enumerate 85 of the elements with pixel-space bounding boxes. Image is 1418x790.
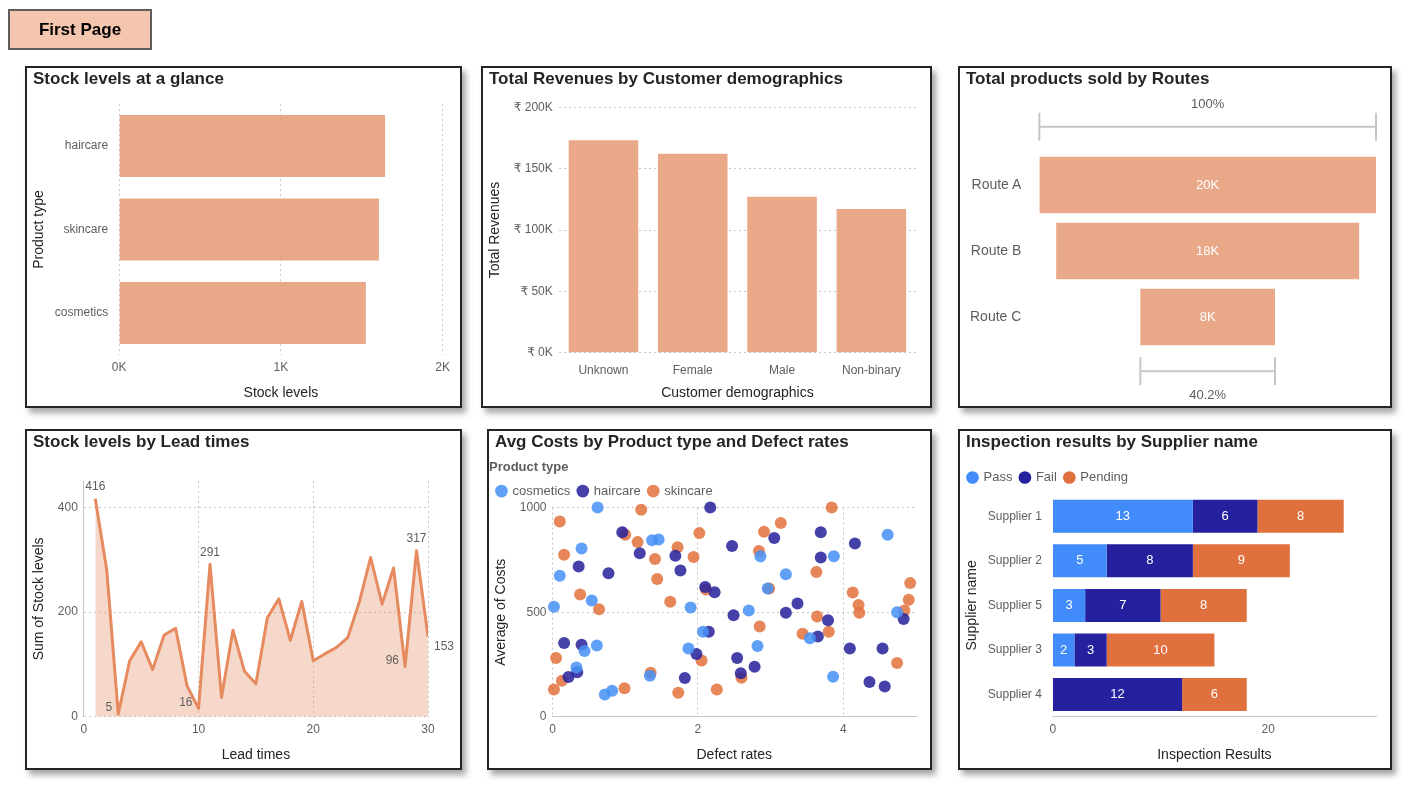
data-label: 10 — [1153, 641, 1168, 657]
x-tick-label: Male — [769, 363, 796, 378]
y-tick-label: Supplier 4 — [987, 686, 1043, 701]
text: First Page — [8, 9, 152, 50]
data-label: 20K — [1196, 176, 1220, 192]
y-tick-label: ₹ 200K — [513, 99, 553, 114]
y-axis-title: Supplier name — [963, 560, 980, 651]
data-label: 8 — [1296, 507, 1305, 523]
data-label: 3 — [1065, 596, 1073, 612]
chart-title: Inspection results by Supplier name — [965, 431, 1259, 453]
data-label: 9 — [1237, 552, 1245, 568]
y-tick-label: 0 — [71, 709, 79, 724]
data-label: 5 — [105, 700, 113, 715]
data-label: 16 — [179, 694, 193, 709]
y-tick-label: ₹ 50K — [520, 283, 553, 298]
x-axis-title: Stock levels — [243, 384, 319, 401]
y-axis-title: Sum of Stock levels — [30, 537, 47, 661]
y-tick-label: haircare — [64, 138, 109, 153]
category-label: Route A — [971, 175, 1023, 192]
x-axis-title: Defect rates — [696, 746, 772, 763]
y-tick-label: ₹ 100K — [513, 222, 553, 237]
text: 100% — [1191, 96, 1225, 112]
chart-title: Stock levels at a glance — [32, 68, 225, 90]
x-tick-label: 0 — [1049, 722, 1057, 737]
x-tick-label: 1K — [273, 360, 289, 375]
y-tick-label: ₹ 150K — [513, 160, 553, 175]
text: 40.2% — [1189, 386, 1227, 402]
y-tick-label: 200 — [57, 604, 79, 619]
y-tick-label: 1000 — [519, 499, 547, 514]
x-tick-label: Unknown — [578, 363, 629, 378]
data-label: 3 — [1086, 641, 1095, 657]
y-tick-label: 500 — [526, 604, 547, 619]
legend-label: Pending — [1080, 469, 1129, 485]
data-label: 416 — [85, 479, 106, 494]
text: Total products sold by Routes — [965, 68, 1211, 90]
y-axis-title: Product type — [30, 189, 47, 269]
data-label: 291 — [200, 544, 221, 559]
category-label: Route C — [970, 307, 1022, 324]
data-label: 153 — [434, 638, 455, 653]
y-tick-label: ₹ 0K — [527, 345, 553, 360]
y-axis-title: Average of Costs — [492, 558, 509, 666]
data-label: 18K — [1196, 242, 1220, 258]
legend-label: skincare — [664, 482, 713, 498]
y-tick-label: Supplier 3 — [987, 642, 1043, 657]
y-tick-label: cosmetics — [54, 305, 109, 320]
y-axis-title: Total Revenues — [486, 181, 503, 279]
x-tick-label: Female — [672, 363, 714, 378]
data-label: 8 — [1146, 552, 1154, 568]
x-tick-label: 10 — [191, 722, 206, 737]
x-tick-label: 4 — [839, 722, 847, 737]
data-label: 6 — [1221, 507, 1229, 523]
legend-title: Product type — [489, 459, 569, 475]
x-axis-title: Inspection Results — [1157, 746, 1272, 763]
y-tick-label: Supplier 1 — [987, 508, 1043, 523]
x-tick-label: 2K — [435, 360, 450, 375]
data-label: 2 — [1059, 641, 1068, 657]
x-tick-label: 0K — [111, 360, 127, 375]
data-label: 7 — [1119, 596, 1127, 612]
chart-title: Total Revenues by Customer demographics — [488, 68, 844, 90]
data-label: 8K — [1199, 308, 1216, 324]
legend-label: haircare — [593, 482, 641, 498]
category-label: Route B — [970, 241, 1022, 258]
data-label: 12 — [1110, 686, 1125, 702]
data-label: 8 — [1200, 596, 1208, 612]
data-label: 6 — [1210, 686, 1219, 702]
x-axis-title: Customer demographics — [661, 384, 814, 401]
y-tick-label: skincare — [63, 221, 109, 236]
y-tick-label: 0 — [539, 709, 547, 724]
x-tick-label: 20 — [306, 722, 321, 737]
x-tick-label: 30 — [421, 722, 435, 737]
data-label: 5 — [1076, 552, 1084, 568]
y-tick-label: Supplier 5 — [987, 597, 1043, 612]
legend-label: Fail — [1035, 469, 1057, 485]
y-tick-label: 400 — [57, 499, 79, 514]
x-tick-label: 2 — [694, 722, 702, 737]
y-tick-label: Supplier 2 — [987, 553, 1043, 568]
data-label: 96 — [385, 652, 400, 667]
legend-label: Pass — [983, 469, 1013, 485]
chart-title: Avg Costs by Product type and Defect rates — [494, 431, 850, 453]
data-label: 13 — [1115, 507, 1131, 523]
data-label: 317 — [406, 531, 427, 545]
x-axis-title: Lead times — [221, 746, 291, 763]
chart-title: Stock levels by Lead times — [32, 431, 251, 453]
x-tick-label: Non-binary — [842, 363, 901, 378]
x-tick-label: 20 — [1261, 722, 1276, 737]
